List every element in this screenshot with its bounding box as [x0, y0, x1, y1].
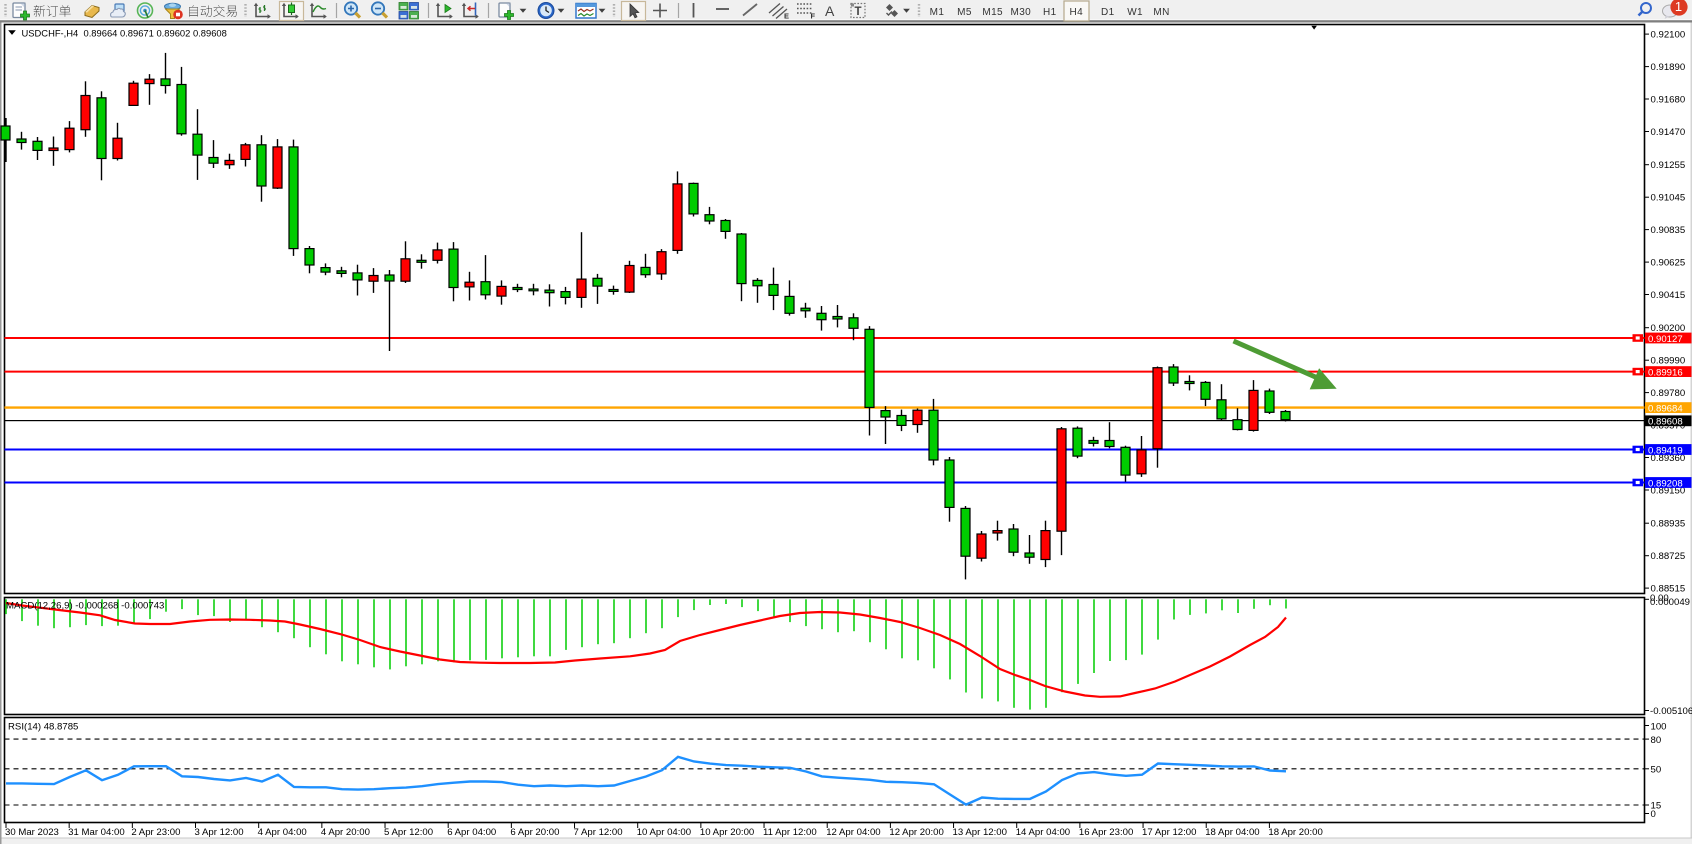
svg-text:RSI(14) 48.8785: RSI(14) 48.8785: [8, 722, 78, 733]
svg-text:11 Apr 12:00: 11 Apr 12:00: [763, 827, 817, 838]
svg-text:80: 80: [1651, 735, 1662, 746]
svg-text:0.89990: 0.89990: [1651, 356, 1686, 367]
svg-text:3 Apr 12:00: 3 Apr 12:00: [195, 827, 244, 838]
svg-text:0.89208: 0.89208: [1648, 478, 1683, 489]
svg-text:F: F: [811, 12, 816, 21]
svg-text:M15: M15: [982, 7, 1003, 18]
svg-text:-0.005106: -0.005106: [1650, 706, 1692, 717]
svg-text:4 Apr 04:00: 4 Apr 04:00: [258, 827, 307, 838]
svg-text:30 Mar 2023: 30 Mar 2023: [5, 827, 59, 838]
svg-text:13 Apr 12:00: 13 Apr 12:00: [953, 827, 1007, 838]
svg-text:0.91890: 0.91890: [1651, 62, 1686, 73]
svg-text:0.91255: 0.91255: [1651, 160, 1686, 171]
svg-text:7 Apr 12:00: 7 Apr 12:00: [574, 827, 623, 838]
svg-text:50: 50: [1651, 765, 1662, 776]
svg-text:12 Apr 20:00: 12 Apr 20:00: [889, 827, 943, 838]
svg-text:14 Apr 04:00: 14 Apr 04:00: [1016, 827, 1070, 838]
svg-text:0.89419: 0.89419: [1648, 445, 1683, 456]
svg-text:0.89684: 0.89684: [1648, 403, 1683, 414]
svg-text:0.91680: 0.91680: [1651, 94, 1686, 105]
svg-text:MN: MN: [1153, 7, 1169, 18]
svg-text:M1: M1: [930, 7, 945, 18]
svg-text:H1: H1: [1043, 7, 1057, 18]
svg-text:18 Apr 04:00: 18 Apr 04:00: [1205, 827, 1259, 838]
svg-text:MACD(12,26,9) -0.000268 -0.000: MACD(12,26,9) -0.000268 -0.000743: [6, 601, 164, 612]
svg-text:12 Apr 04:00: 12 Apr 04:00: [826, 827, 880, 838]
svg-text:6 Apr 20:00: 6 Apr 20:00: [510, 827, 559, 838]
svg-text:31 Mar 04:00: 31 Mar 04:00: [68, 827, 125, 838]
svg-text:0.88935: 0.88935: [1651, 519, 1686, 530]
svg-text:D1: D1: [1101, 7, 1115, 18]
svg-text:A: A: [825, 3, 835, 19]
svg-text:0.90625: 0.90625: [1651, 258, 1686, 269]
svg-text:0.90127: 0.90127: [1648, 334, 1683, 345]
svg-text:M30: M30: [1010, 7, 1031, 18]
svg-text:0.88725: 0.88725: [1651, 551, 1686, 562]
svg-text:0.90835: 0.90835: [1651, 225, 1686, 236]
svg-text:0.91470: 0.91470: [1651, 127, 1686, 138]
svg-text:100: 100: [1651, 721, 1667, 732]
svg-text:W1: W1: [1127, 7, 1143, 18]
svg-text:0.92100: 0.92100: [1651, 30, 1686, 41]
svg-text:2 Apr 23:00: 2 Apr 23:00: [131, 827, 180, 838]
svg-text:6 Apr 04:00: 6 Apr 04:00: [447, 827, 496, 838]
svg-text:18 Apr 20:00: 18 Apr 20:00: [1268, 827, 1322, 838]
svg-text:1: 1: [1675, 0, 1682, 14]
svg-text:USDCHF-,H4 0.89664 0.89671 0.: USDCHF-,H4 0.89664 0.89671 0.89602 0.896…: [22, 27, 227, 38]
svg-text:0.000049: 0.000049: [1650, 597, 1690, 608]
svg-text:17 Apr 12:00: 17 Apr 12:00: [1142, 827, 1196, 838]
svg-text:10 Apr 20:00: 10 Apr 20:00: [700, 827, 754, 838]
svg-text:E: E: [784, 12, 789, 21]
svg-text:H4: H4: [1070, 7, 1084, 18]
svg-text:10 Apr 04:00: 10 Apr 04:00: [637, 827, 691, 838]
svg-text:0.90200: 0.90200: [1651, 323, 1686, 334]
svg-text:0.89780: 0.89780: [1651, 388, 1686, 399]
svg-text:0: 0: [1651, 809, 1656, 820]
svg-text:0.91045: 0.91045: [1651, 193, 1686, 204]
svg-text:4 Apr 20:00: 4 Apr 20:00: [321, 827, 370, 838]
svg-text:0.89608: 0.89608: [1648, 417, 1683, 428]
svg-text:5 Apr 12:00: 5 Apr 12:00: [384, 827, 433, 838]
svg-text:M5: M5: [957, 7, 972, 18]
svg-text:T: T: [855, 6, 862, 18]
svg-text:0.90415: 0.90415: [1651, 290, 1686, 301]
svg-text:0.89916: 0.89916: [1648, 367, 1683, 378]
svg-text:16 Apr 23:00: 16 Apr 23:00: [1079, 827, 1133, 838]
